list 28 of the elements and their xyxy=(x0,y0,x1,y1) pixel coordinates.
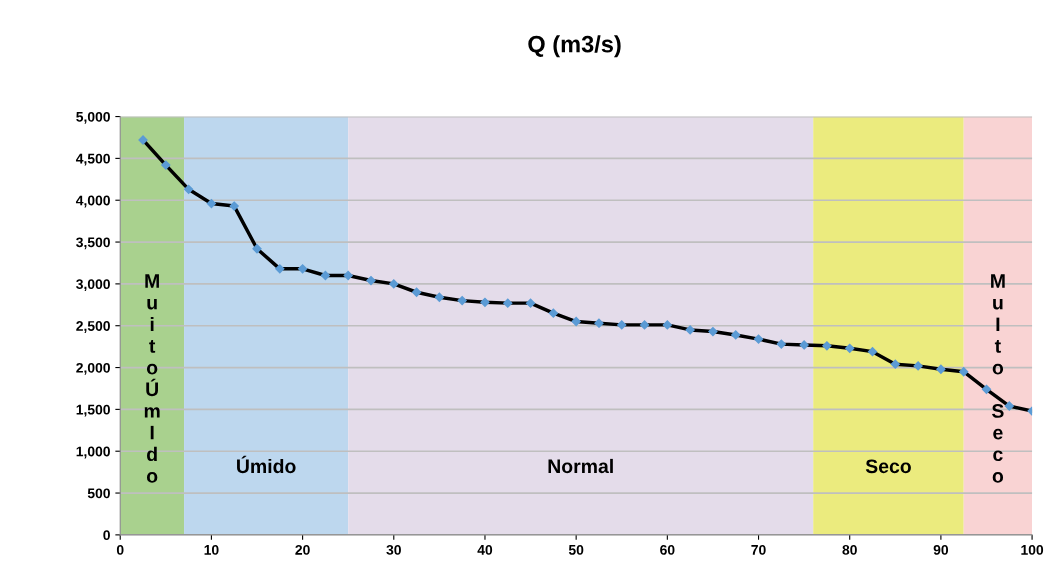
x-tick-label: 40 xyxy=(477,544,493,555)
chart-title: Q (m3/s) xyxy=(528,35,621,58)
x-tick-label: 90 xyxy=(933,544,949,555)
y-tick-label: 5,000 xyxy=(76,111,110,124)
y-tick-label: 0 xyxy=(103,530,110,541)
y-tick-label: 3,000 xyxy=(76,279,110,292)
text: MuIto Seco xyxy=(991,274,1005,483)
y-tick-label: 1,500 xyxy=(76,404,110,417)
band-label: Seco xyxy=(865,459,911,474)
x-tick-label: 50 xyxy=(568,544,584,555)
band-label: Úmido xyxy=(237,455,296,474)
y-tick-label: 1,000 xyxy=(76,446,110,459)
x-tick-label: 60 xyxy=(660,544,675,555)
x-tick-label: 100 xyxy=(1021,544,1044,555)
y-tick-label: 4,000 xyxy=(75,195,110,208)
y-tick-label: 3,500 xyxy=(76,237,110,250)
x-tick-label: 70 xyxy=(751,544,766,555)
y-tick-label: 2,000 xyxy=(76,362,110,375)
x-tick-label: 20 xyxy=(295,544,310,555)
text: MuitoÚmIdo xyxy=(144,274,160,483)
band-label: Normal xyxy=(548,458,613,474)
y-tick-label: 500 xyxy=(87,488,110,499)
x-tick-label: 0 xyxy=(116,544,124,555)
y-tick-label: 2,500 xyxy=(76,321,110,333)
x-tick-label: 30 xyxy=(386,544,401,555)
y-tick-label: 4,500 xyxy=(75,153,110,166)
x-tick-label: 10 xyxy=(204,544,219,555)
x-tick-label: 80 xyxy=(842,544,857,555)
